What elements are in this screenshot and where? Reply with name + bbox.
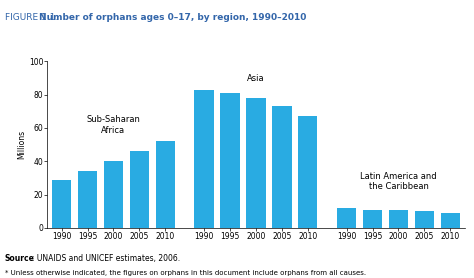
Bar <box>389 210 408 228</box>
Text: : UNAIDS and UNICEF estimates, 2006.: : UNAIDS and UNICEF estimates, 2006. <box>32 254 180 263</box>
Bar <box>194 90 214 228</box>
Text: FIGURE 1.1:: FIGURE 1.1: <box>5 13 61 21</box>
Text: Latin America and
the Caribbean: Latin America and the Caribbean <box>360 172 437 191</box>
Bar <box>130 151 149 228</box>
Bar <box>415 211 434 228</box>
Bar <box>104 161 123 228</box>
Text: Asia: Asia <box>247 74 265 83</box>
Bar <box>440 213 460 228</box>
Bar <box>363 210 382 228</box>
Text: * Unless otherwise indicated, the figures on orphans in this document include or: * Unless otherwise indicated, the figure… <box>5 270 366 276</box>
Bar <box>220 93 240 228</box>
Text: Number of orphans ages 0–17, by region, 1990–2010: Number of orphans ages 0–17, by region, … <box>39 13 306 21</box>
Bar <box>246 98 265 228</box>
Bar <box>155 141 175 228</box>
Bar <box>337 208 356 228</box>
Bar <box>78 171 97 228</box>
Y-axis label: Millions: Millions <box>17 130 26 159</box>
Bar <box>272 106 292 228</box>
Text: Sub-Saharan
Africa: Sub-Saharan Africa <box>87 115 140 135</box>
Bar <box>298 116 318 228</box>
Bar <box>52 180 72 228</box>
Text: Source: Source <box>5 254 35 263</box>
